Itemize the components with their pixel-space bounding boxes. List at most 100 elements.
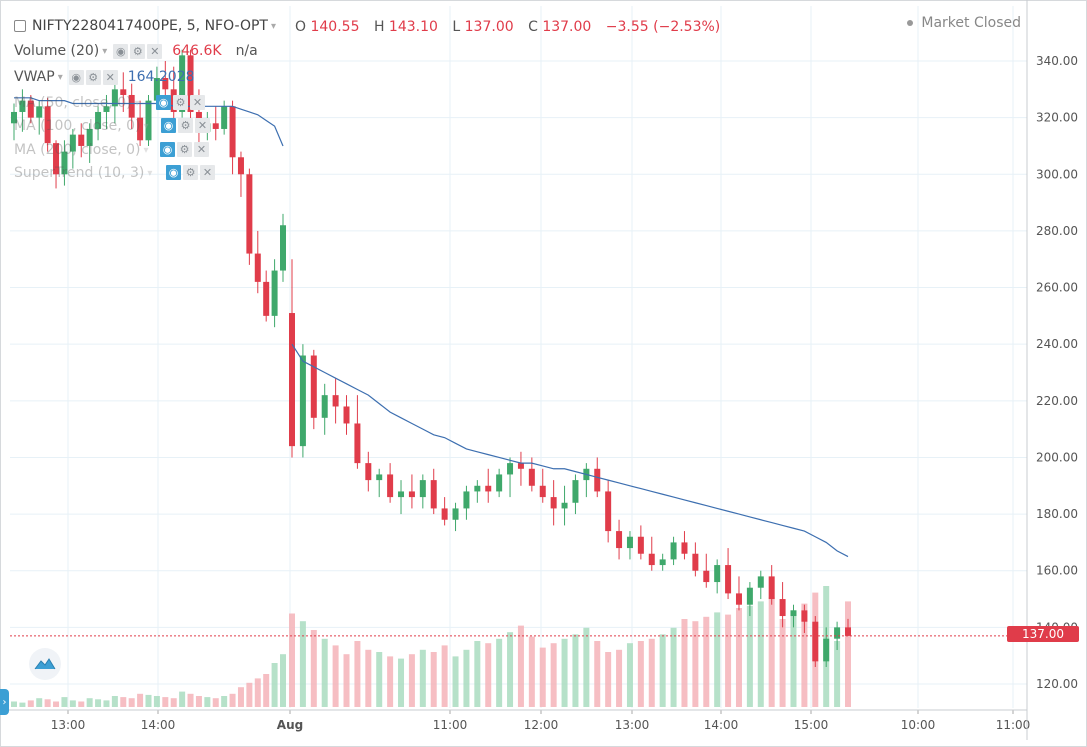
candle-body (137, 117, 144, 141)
indicator-label: MA (50, close, 0) (14, 95, 132, 111)
x-tick-label: 11:00 (433, 718, 468, 732)
close-icon[interactable]: ✕ (147, 43, 163, 59)
gear-icon[interactable]: ⚙ (177, 142, 192, 157)
candle-body (735, 593, 742, 605)
candle-body (496, 474, 503, 492)
chevron-down-icon[interactable]: ▾ (134, 97, 140, 109)
indicator-ma200[interactable]: MA (200, close, 0) ▾ (14, 142, 149, 158)
volume-bar (845, 601, 851, 707)
chevron-down-icon[interactable]: ▾ (57, 71, 63, 83)
chevron-down-icon[interactable]: ▾ (102, 45, 108, 57)
candle-body (550, 497, 557, 509)
gear-icon[interactable]: ⚙ (130, 43, 146, 59)
chevron-down-icon[interactable]: ▾ (143, 120, 149, 132)
y-tick-label: 340.00 (1036, 54, 1078, 68)
candle-body (539, 485, 546, 498)
indicator-supertrend[interactable]: SuperTrend (10, 3) ▾ (14, 165, 152, 181)
volume-bar (310, 630, 317, 707)
x-tick-label: 15:00 (794, 718, 829, 732)
eye-off-icon[interactable]: ◉ (161, 118, 176, 133)
candle-body (254, 253, 261, 282)
eye-icon[interactable]: ◉ (68, 69, 84, 85)
volume-bar (637, 641, 644, 707)
volume-bar (212, 698, 219, 707)
candle-body (408, 491, 415, 498)
indicator-vwap[interactable]: VWAP ▾ ◉ ⚙ ✕ 164.2028 (14, 69, 195, 85)
candle-body (103, 106, 110, 112)
close-icon[interactable]: ✕ (190, 95, 205, 110)
candle-body (398, 491, 405, 498)
volume-bar (539, 647, 546, 707)
volume-bar (145, 694, 152, 707)
low-value: 137.00 (464, 19, 514, 35)
eye-off-icon[interactable]: ◉ (166, 165, 181, 180)
volume-bar (398, 658, 405, 707)
eye-icon[interactable]: ◉ (113, 43, 129, 59)
volume-bar (725, 614, 732, 707)
indicator-volume[interactable]: Volume (20) ▾ ◉ ⚙ ✕ 646.6K n/a (14, 43, 258, 59)
volume-bar (179, 691, 186, 707)
candle-body (441, 508, 448, 520)
candle-body (128, 94, 135, 118)
chart-settings-icon[interactable] (14, 20, 26, 32)
scroll-handle[interactable]: › (0, 689, 9, 715)
volume-bar (659, 634, 666, 707)
gear-icon[interactable]: ⚙ (85, 69, 101, 85)
candle-body (670, 542, 677, 560)
volume-bar (78, 701, 85, 707)
candle-body (11, 111, 17, 124)
x-tick-label: 14:00 (704, 718, 739, 732)
candle-body (86, 128, 93, 146)
gear-icon[interactable]: ⚙ (178, 118, 193, 133)
volume-bar (648, 638, 655, 707)
volume-bar (53, 701, 60, 707)
eye-off-icon[interactable]: ◉ (156, 95, 171, 110)
volume-bar (128, 698, 135, 707)
volume-bar (594, 641, 601, 707)
candle-body (153, 77, 160, 101)
chevron-down-icon[interactable]: ▾ (147, 167, 153, 179)
close-icon[interactable]: ✕ (102, 69, 118, 85)
volume-bar (714, 612, 721, 707)
chevron-down-icon[interactable]: ▾ (143, 144, 149, 156)
eye-off-icon[interactable]: ◉ (160, 142, 175, 157)
high-label: H (373, 19, 385, 35)
candle-body (561, 502, 568, 509)
candle-body (321, 395, 328, 418)
candle-body (332, 395, 339, 407)
gear-icon[interactable]: ⚙ (183, 165, 198, 180)
candle-body (145, 100, 152, 141)
candle-body (801, 610, 808, 622)
tradingview-logo-icon[interactable] (29, 648, 61, 680)
x-tick-label: 10:00 (901, 718, 936, 732)
y-tick-label: 200.00 (1036, 450, 1078, 464)
volume-bar (137, 693, 144, 707)
indicator-ma100[interactable]: MA (100, close, 0) ▾ (14, 118, 149, 134)
volume-bar (36, 698, 43, 707)
close-value: 137.00 (542, 19, 592, 35)
close-icon[interactable]: ✕ (195, 118, 210, 133)
volume-bar (790, 610, 797, 707)
candle-body (507, 463, 514, 475)
volume-bar (474, 641, 481, 707)
vwap-line (291, 343, 849, 558)
candle-body (237, 157, 244, 175)
y-tick-label: 220.00 (1036, 394, 1078, 408)
volume-bar (27, 700, 34, 707)
y-tick-label: 120.00 (1036, 677, 1078, 691)
candle-body (162, 77, 169, 90)
close-icon[interactable]: ✕ (194, 142, 209, 157)
volume-bar (735, 608, 742, 707)
symbol-legend[interactable]: NIFTY2280417400PE, 5, NFO-OPT ▾ (14, 18, 276, 34)
candle-body (376, 474, 383, 481)
volume-bar (517, 625, 524, 707)
close-icon[interactable]: ✕ (200, 165, 215, 180)
candle-body (528, 468, 535, 486)
candle-body (78, 134, 85, 146)
volume-bar (299, 621, 306, 707)
indicator-ma50[interactable]: MA (50, close, 0) ▾ (14, 95, 140, 111)
volume-bar (187, 693, 194, 707)
chevron-down-icon[interactable]: ▾ (270, 20, 277, 32)
gear-icon[interactable]: ⚙ (173, 95, 188, 110)
